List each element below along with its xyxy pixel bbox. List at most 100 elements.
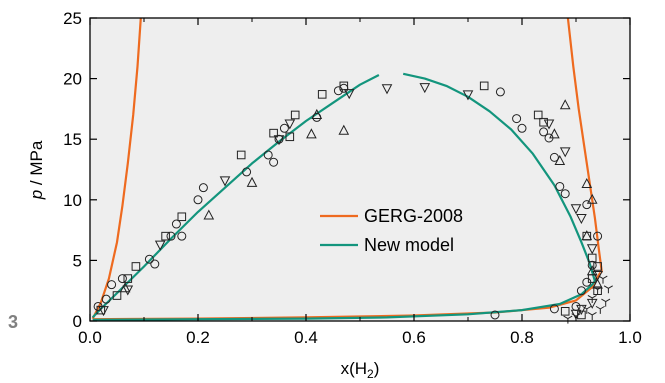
data-point-circle bbox=[144, 254, 154, 264]
data-point-square bbox=[290, 110, 300, 120]
data-point-square bbox=[177, 212, 187, 222]
data-point-circle bbox=[242, 167, 252, 177]
x-tick-label: 0.2 bbox=[186, 328, 210, 347]
data-point-triangle-up bbox=[559, 99, 571, 110]
data-point-circle bbox=[549, 304, 559, 314]
data-point-triangle-down bbox=[122, 285, 134, 296]
data-point-triangle-down bbox=[343, 89, 355, 100]
data-point-square bbox=[560, 307, 570, 316]
data-point-triangle-down bbox=[576, 213, 587, 225]
data-point-tri-star bbox=[601, 298, 611, 307]
y-tick-label: 25 bbox=[63, 9, 82, 28]
data-point-square bbox=[236, 150, 246, 160]
x-tick-label: 0.4 bbox=[294, 328, 318, 347]
data-point-circle bbox=[582, 200, 592, 210]
legend-label-gerg: GERG-2008 bbox=[364, 206, 463, 226]
data-point-triangle-down bbox=[586, 244, 598, 255]
series-line-new-model bbox=[91, 74, 380, 319]
series-line-gerg-2008 bbox=[566, 17, 603, 273]
data-point-triangle-up bbox=[592, 278, 603, 289]
data-point-circle bbox=[117, 274, 127, 284]
data-point-triangle-up bbox=[554, 154, 566, 166]
data-markers bbox=[93, 81, 613, 324]
data-point-square bbox=[539, 117, 548, 127]
data-point-triangle-down bbox=[419, 83, 431, 94]
x-tick-label: 0.6 bbox=[402, 328, 426, 347]
data-point-triangle-up bbox=[581, 177, 593, 189]
data-point-square bbox=[112, 291, 122, 300]
plot-area bbox=[90, 18, 630, 321]
data-point-circle bbox=[555, 181, 565, 191]
data-point-circle bbox=[171, 219, 181, 229]
data-point-square bbox=[161, 231, 170, 241]
data-point-triangle-down bbox=[559, 147, 571, 158]
data-point-circle bbox=[490, 310, 500, 320]
data-point-triangle-down bbox=[98, 306, 109, 317]
data-point-circle bbox=[549, 152, 559, 162]
data-point-triangle-up bbox=[586, 265, 598, 276]
data-point-square bbox=[593, 262, 602, 271]
data-point-circle bbox=[101, 294, 111, 304]
x-tick-label: 1.0 bbox=[618, 328, 642, 347]
data-point-triangle-up bbox=[246, 176, 258, 187]
data-point-triangle-up bbox=[549, 128, 560, 139]
data-point-tri-star bbox=[598, 275, 608, 284]
data-point-tri-star bbox=[595, 305, 605, 314]
legend: GERG-2008 New model bbox=[320, 206, 463, 255]
data-point-square bbox=[533, 110, 543, 120]
data-point-triangle-down bbox=[462, 90, 474, 101]
y-tick-label: 5 bbox=[73, 251, 82, 270]
data-point-triangle-up bbox=[586, 193, 598, 204]
data-point-circle bbox=[593, 231, 603, 241]
data-point-triangle-down bbox=[284, 119, 296, 130]
data-point-square bbox=[317, 90, 327, 99]
data-point-tri-star bbox=[587, 312, 597, 320]
data-point-circle bbox=[539, 127, 549, 137]
data-point-triangle-down bbox=[592, 270, 603, 282]
data-point-triangle-up bbox=[306, 128, 317, 139]
data-point-circle bbox=[269, 157, 279, 167]
data-point-triangle-down bbox=[154, 240, 166, 251]
y-tick-label: 0 bbox=[73, 312, 82, 331]
series-line-new-model bbox=[402, 72, 596, 282]
data-point-triangle-down bbox=[576, 304, 587, 315]
panel-label: 3 bbox=[8, 312, 18, 332]
data-point-square bbox=[131, 262, 141, 271]
data-point-square bbox=[339, 81, 349, 91]
data-point-triangle-down bbox=[381, 84, 393, 95]
data-point-triangle-up bbox=[119, 282, 131, 293]
data-point-circle bbox=[107, 280, 117, 290]
data-point-circle bbox=[150, 259, 160, 269]
legend-label-new-model: New model bbox=[364, 235, 454, 255]
data-point-triangle-up bbox=[203, 209, 215, 220]
data-point-circle bbox=[177, 231, 187, 241]
data-point-circle bbox=[166, 231, 176, 241]
data-point-circle bbox=[198, 183, 208, 193]
data-point-square bbox=[269, 128, 278, 138]
data-point-tri-star bbox=[603, 285, 613, 294]
data-point-circle bbox=[576, 286, 586, 296]
data-point-square bbox=[123, 274, 133, 283]
data-point-circle bbox=[279, 123, 289, 133]
y-tick-label: 20 bbox=[63, 70, 82, 89]
data-point-square bbox=[285, 132, 295, 142]
data-point-triangle-down bbox=[543, 119, 555, 130]
data-point-square bbox=[479, 81, 489, 91]
data-point-circle bbox=[495, 87, 505, 97]
y-axis-label: p / MPa bbox=[27, 140, 46, 200]
data-point-circle bbox=[333, 86, 343, 96]
data-point-circle bbox=[193, 195, 203, 205]
data-point-circle bbox=[560, 189, 570, 199]
data-point-tri-star bbox=[593, 286, 603, 295]
y-tick-label: 10 bbox=[63, 191, 82, 210]
data-point-circle bbox=[517, 123, 527, 133]
series-line-gerg-2008 bbox=[91, 17, 142, 320]
x-tick-label: 0.0 bbox=[78, 328, 102, 347]
data-point-triangle-up bbox=[581, 230, 593, 241]
data-point-triangle-down bbox=[273, 135, 285, 146]
data-point-triangle-up bbox=[311, 108, 323, 119]
axis-ticks: 0.0 0.2 0.4 0.6 0.8 1.0 0 5 10 15 20 25 bbox=[63, 9, 642, 347]
x-axis-label: x(H2) bbox=[341, 359, 380, 381]
data-point-tri-star bbox=[587, 295, 597, 303]
